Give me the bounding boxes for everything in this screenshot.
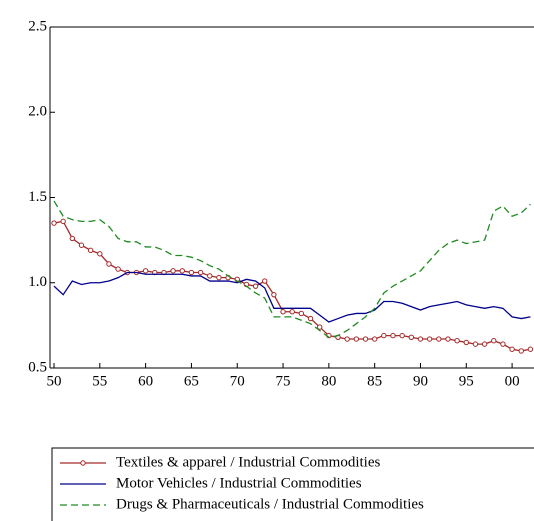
data-point	[463, 339, 469, 346]
legend-label: Drugs & Pharmaceuticals / Industrial Com…	[116, 496, 424, 512]
data-point	[500, 341, 506, 347]
data-point	[60, 218, 66, 225]
y-tick-label: 2.0	[28, 104, 47, 120]
data-point	[390, 332, 396, 339]
x-tick-label: 85	[367, 373, 382, 389]
data-point	[527, 346, 534, 352]
x-tick-label: 95	[459, 373, 474, 389]
data-point	[298, 310, 305, 317]
data-point	[408, 334, 415, 341]
data-point	[472, 341, 479, 347]
data-point	[445, 336, 451, 342]
data-point	[179, 268, 185, 274]
y-tick-label: 1.0	[28, 274, 47, 290]
x-tick-label: 80	[321, 373, 336, 389]
y-tick-label: 1.5	[28, 189, 47, 205]
legend-label: Textiles & apparel / Industrial Commodit…	[116, 454, 380, 470]
data-point	[289, 309, 295, 315]
data-point	[115, 266, 121, 272]
data-point	[106, 261, 112, 267]
data-point	[417, 336, 424, 342]
series-line	[53, 271, 531, 323]
x-tick-label: 65	[184, 373, 199, 389]
data-point	[271, 291, 277, 298]
data-point	[426, 336, 433, 342]
x-tick-label: 00	[505, 373, 520, 389]
data-point	[436, 336, 442, 342]
data-point	[280, 309, 286, 315]
legend-box	[51, 447, 534, 521]
data-point	[491, 338, 497, 344]
x-tick-label: 60	[138, 373, 153, 389]
data-point	[399, 332, 405, 339]
y-tick-label: 2.5	[28, 18, 47, 34]
data-point	[381, 332, 387, 339]
data-point	[69, 235, 76, 242]
legend-marker	[80, 460, 86, 466]
y-tick-label: 0.5	[28, 359, 47, 375]
data-point	[454, 338, 460, 344]
x-tick-label: 90	[413, 373, 428, 389]
data-point	[142, 268, 149, 274]
x-tick-label: 50	[47, 373, 62, 389]
data-point	[188, 269, 195, 276]
data-point	[197, 269, 204, 276]
data-point	[252, 283, 259, 289]
data-point	[216, 274, 222, 281]
data-point	[78, 242, 85, 248]
data-point	[97, 251, 103, 257]
data-point	[362, 336, 369, 342]
data-point	[481, 341, 488, 347]
legend-label: Motor Vehicles / Industrial Commodities	[116, 475, 362, 491]
data-point	[307, 315, 314, 322]
x-tick-label: 75	[276, 373, 291, 389]
data-point	[518, 348, 524, 354]
x-tick-label: 55	[92, 373, 107, 389]
data-point	[316, 324, 323, 330]
data-point	[51, 220, 57, 226]
data-point	[207, 273, 213, 279]
data-point	[353, 336, 360, 342]
data-point	[509, 346, 515, 352]
data-point	[262, 278, 268, 284]
x-tick-label: 70	[230, 373, 245, 389]
data-point	[344, 336, 350, 342]
data-point	[371, 336, 378, 342]
data-point	[170, 268, 176, 274]
data-point	[87, 247, 94, 254]
